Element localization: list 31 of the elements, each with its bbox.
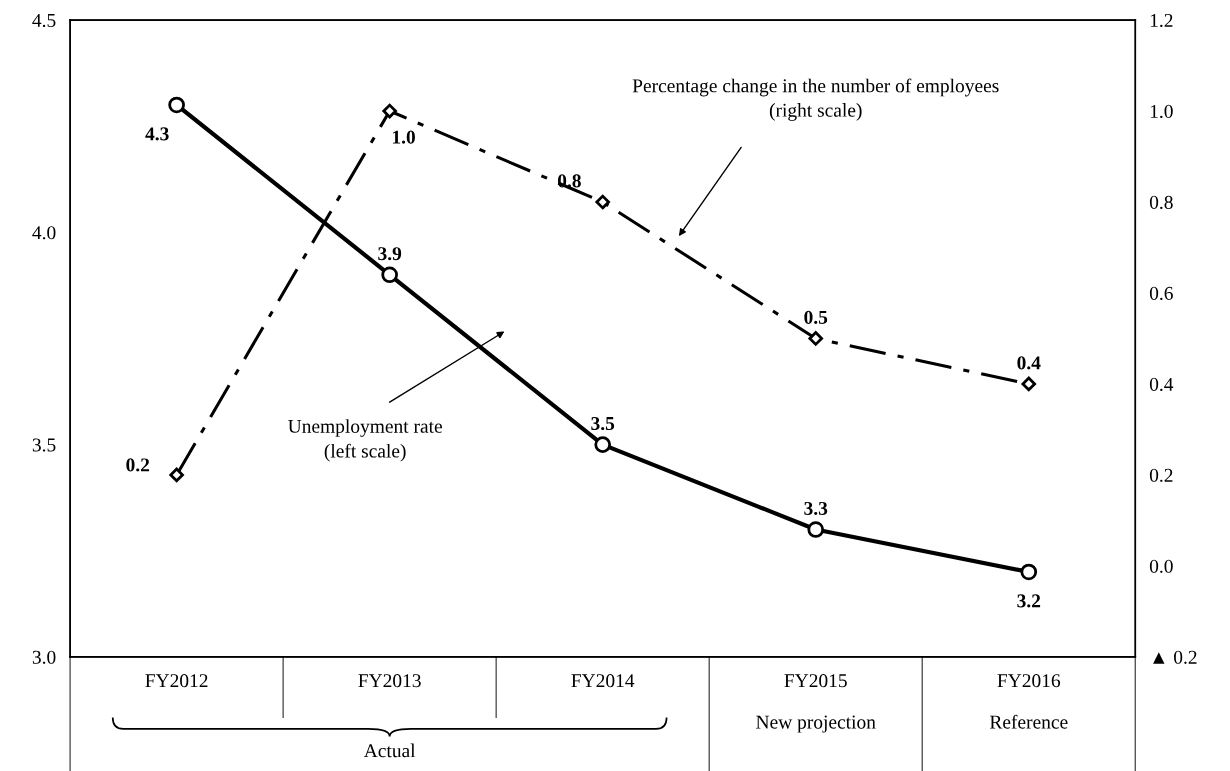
y2-tick-label: 0.0 [1149,559,1173,573]
y-tick-label: 4.5 [32,13,56,28]
y-tick-label: 3.0 [32,650,56,664]
y2-tick-label: 1.0 [1150,104,1173,119]
y2-tick-label: 0.6 [1149,286,1173,300]
y2-tick-label: 1.2 [1150,13,1173,28]
y2-tick-label: 0.2 [1149,468,1173,482]
annotation: Unemployment rate (left scale) [288,419,442,462]
x-tick-label: FY2013 [358,674,421,688]
data-label: 3.9 [378,247,402,261]
y2-tick-label: ▲ 0.2 [1153,650,1197,664]
x-tick-label: FY2016 [997,674,1061,688]
data-label: 3.3 [804,501,828,516]
x-tick-label: FY2014 [571,674,635,688]
text: Actual [363,743,416,758]
annotation: Percentage change in the number of employees (right scale) [632,78,999,121]
y-tick-label: 3.5 [32,438,56,452]
y-tick-label: 4.0 [32,226,56,240]
data-label: 1.0 [392,130,415,144]
y2-tick-label: 0.4 [1149,377,1174,391]
text: New projection [756,715,876,733]
data-label: 3.5 [591,416,615,431]
data-label: 0.5 [804,310,828,324]
x-tick-label: FY2015 [784,674,847,688]
data-label: 3.2 [1017,594,1041,608]
y2-tick-label: 0.8 [1149,195,1173,210]
data-label: 4.3 [145,127,169,141]
text: Reference [989,714,1068,729]
data-label: 0.4 [1017,356,1041,370]
data-label: 0.2 [126,458,150,472]
x-tick-label: FY2012 [145,674,208,688]
